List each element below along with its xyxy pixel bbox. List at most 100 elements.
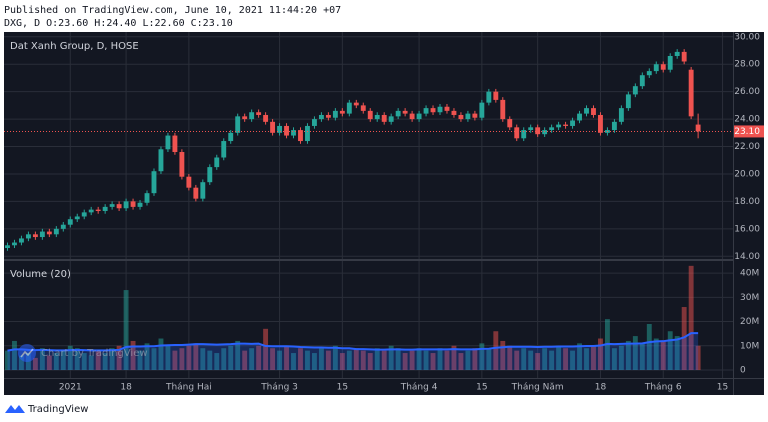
volume-bar: [81, 353, 87, 371]
volume-bar: [681, 307, 687, 371]
candle-body: [242, 116, 248, 120]
candle-body: [695, 124, 701, 132]
candle-body: [444, 106, 450, 111]
volume-ma-area: [7, 333, 699, 371]
y-tick-label: 18.00: [734, 197, 760, 207]
x-tick-label: 15: [337, 383, 348, 393]
y-tick-label: 24.00: [734, 115, 760, 125]
candle-body: [102, 206, 108, 211]
candle-body: [374, 114, 380, 120]
volume-bar: [416, 348, 422, 371]
volume-bar: [284, 345, 289, 371]
volume-bar: [207, 350, 213, 371]
x-tick-label: Tháng Năm: [511, 383, 564, 393]
volume-bar: [291, 353, 296, 371]
candle-body: [437, 106, 443, 113]
candle-body: [681, 51, 687, 62]
volume-bar: [591, 345, 596, 371]
volume-bar: [318, 348, 324, 371]
volume-bar: [270, 348, 276, 371]
volume-bar: [472, 348, 478, 371]
volume-bar: [165, 345, 171, 371]
candle-body: [521, 130, 527, 139]
footer-brand: TradingView: [27, 404, 88, 415]
candle-body: [549, 127, 555, 131]
candle-body: [95, 209, 101, 211]
candle-body: [284, 125, 289, 136]
candle-body: [325, 114, 331, 118]
volume-bar: [535, 353, 541, 371]
volume-bar: [521, 348, 527, 371]
candle-body: [116, 204, 122, 209]
volume-bar: [263, 328, 269, 371]
candle-body: [653, 64, 659, 72]
candle-body: [667, 56, 673, 70]
candle-body: [179, 152, 185, 177]
candle-body: [451, 110, 457, 115]
candle-body: [542, 130, 548, 135]
candle-body: [500, 99, 506, 120]
candle-body: [465, 113, 471, 120]
volume-bar: [451, 345, 457, 371]
volume-bar: [109, 348, 115, 371]
y-tick-label: 28.00: [734, 60, 760, 70]
candle-body: [479, 102, 485, 118]
volume-bar: [235, 340, 241, 371]
candle-body: [60, 224, 66, 229]
candle-body: [458, 114, 464, 120]
volume-bar: [200, 348, 206, 371]
volume-bar: [74, 348, 80, 371]
volume-bar: [639, 343, 645, 371]
candle-body: [53, 228, 59, 235]
volume-bar: [179, 348, 185, 371]
candle-body: [577, 113, 582, 121]
watermark: Chart by TradingView: [18, 344, 148, 362]
volume-bar: [102, 353, 108, 371]
volume-tick-label: 30M: [740, 293, 759, 303]
volume-bar: [625, 340, 631, 371]
candle-body: [235, 116, 241, 133]
volume-bar: [500, 340, 506, 371]
volume-bar: [528, 350, 534, 371]
candle-body: [367, 110, 373, 120]
volume-bar: [144, 343, 150, 371]
candle-body: [535, 127, 541, 135]
candle-body: [207, 167, 213, 183]
candle-body: [360, 105, 366, 111]
volume-bar: [249, 348, 255, 371]
volume-bar: [514, 350, 520, 371]
candle-body: [270, 121, 276, 133]
candle-body: [570, 120, 575, 126]
candle-body: [291, 130, 296, 136]
volume-bar: [493, 331, 499, 371]
volume-bar: [18, 355, 24, 371]
y-tick-label: 30.00: [734, 32, 760, 42]
volume-bar: [465, 350, 471, 371]
volume-tick-label: 10M: [740, 341, 759, 351]
volume-title: Volume (20): [10, 269, 71, 280]
candle-body: [228, 132, 234, 142]
candle-body: [172, 135, 178, 153]
candle-body: [12, 242, 17, 246]
y-tick-label: 20.00: [734, 169, 760, 179]
volume-bar: [458, 353, 464, 371]
candle-body: [388, 116, 394, 122]
volume-bar: [395, 348, 401, 371]
candle-body: [591, 108, 596, 115]
volume-bar: [402, 353, 408, 371]
volume-bar: [123, 290, 129, 371]
volume-bar: [228, 345, 234, 371]
candle-body: [151, 171, 157, 194]
candle-body: [430, 108, 436, 113]
volume-bar: [95, 350, 101, 371]
ohlc-legend: DXG, D O:23.60 H:24.40 L:22.60 C:23.10: [4, 18, 233, 29]
candle-body: [193, 187, 199, 199]
candle-body: [660, 64, 666, 70]
candle-body: [32, 234, 38, 238]
volume-bar: [367, 353, 373, 371]
volume-bar: [214, 353, 220, 371]
volume-bar: [695, 345, 701, 371]
volume-bar: [130, 340, 136, 371]
volume-bar: [430, 353, 436, 371]
